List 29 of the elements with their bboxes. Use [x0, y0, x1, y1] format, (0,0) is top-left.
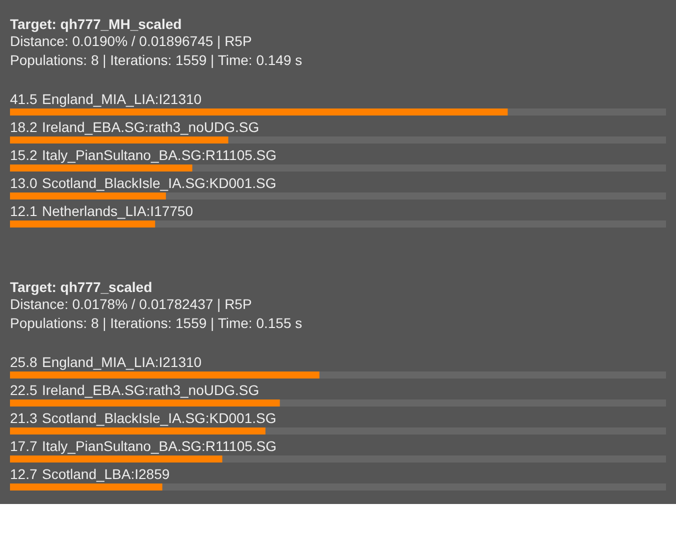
- category-label: Netherlands_LIA:I17750: [42, 203, 193, 219]
- data-label: 22.5: [10, 382, 38, 398]
- data-label: 21.3: [10, 410, 38, 426]
- data-label: 15.2: [10, 147, 38, 163]
- data-label: 17.7: [10, 438, 38, 454]
- category-label: England_MIA_LIA:I21310: [42, 354, 202, 370]
- category-label: Ireland_EBA.SG:rath3_noUDG.SG: [42, 382, 260, 398]
- category-label: England_MIA_LIA:I21310: [42, 91, 202, 107]
- data-label: 12.7: [10, 466, 38, 482]
- category-label: Italy_PianSultano_BA.SG:R11105.SG: [42, 147, 277, 163]
- data-label: 13.0: [10, 175, 38, 191]
- data-label: 18.2: [10, 119, 38, 135]
- category-label: Scotland_BlackIsle_IA.SG:KD001.SG: [42, 410, 276, 426]
- category-label: Ireland_EBA.SG:rath3_noUDG.SG: [42, 119, 260, 135]
- chart-title: Target: qh777_MH_scaled: [10, 16, 182, 32]
- chart-subtitle: Distance: 0.0190% / 0.01896745 | R5P: [10, 33, 252, 49]
- bar: [10, 192, 166, 200]
- text: Populations: 8 | Iterations: 1559 | Time: 0.155 s: [10, 315, 302, 331]
- data-label: 41.5: [10, 91, 38, 107]
- data-label: 12.1: [10, 203, 38, 219]
- category-label: Scotland_BlackIsle_IA.SG:KD001.SG: [42, 175, 276, 191]
- bar: [10, 220, 156, 228]
- chart-subtitle: Distance: 0.0178% / 0.01782437 | R5P: [10, 296, 252, 312]
- category-label: Italy_PianSultano_BA.SG:R11105.SG: [42, 438, 277, 454]
- category-label: Scotland_LBA:I2859: [42, 466, 170, 482]
- bar: [10, 484, 162, 490]
- data-label: 25.8: [10, 354, 38, 370]
- chart-title: Target: qh777_scaled: [10, 279, 152, 295]
- text: Populations: 8 | Iterations: 1559 | Time: 0.149 s: [10, 52, 302, 68]
